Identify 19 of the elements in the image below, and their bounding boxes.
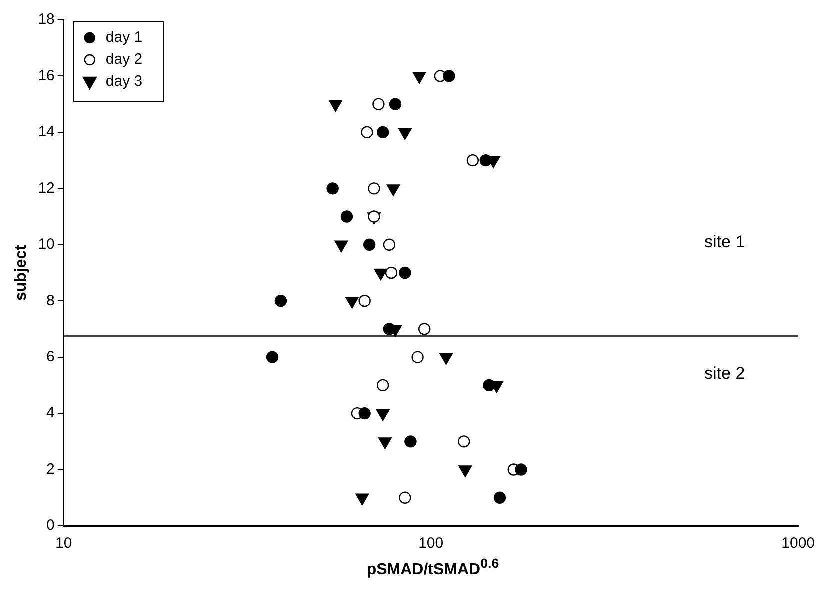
- legend-label: day 2: [106, 51, 143, 68]
- x-tick-label: 100: [418, 535, 444, 552]
- y-tick-label: 6: [46, 348, 55, 366]
- y-tick-label: 4: [46, 404, 55, 422]
- y-tick-label: 18: [38, 11, 55, 28]
- annotation: site 2: [704, 364, 746, 383]
- legend-label: day 3: [106, 73, 143, 90]
- y-tick-label: 2: [46, 460, 55, 478]
- y-tick-label: 10: [38, 236, 55, 254]
- legend-label: day 1: [106, 29, 143, 46]
- x-axis-title: pSMAD/tSMAD$^{0.6}$: [366, 556, 500, 580]
- x-tick-label: 1000: [782, 535, 816, 552]
- annotation: site 1: [704, 232, 746, 252]
- y-tick-label: 12: [38, 180, 55, 197]
- y-tick-label: 14: [38, 124, 55, 141]
- y-axis-title: subject: [13, 244, 30, 302]
- y-tick-label: 0: [46, 517, 55, 534]
- y-tick-label: 8: [46, 292, 55, 310]
- y-tick-label: 16: [38, 67, 55, 84]
